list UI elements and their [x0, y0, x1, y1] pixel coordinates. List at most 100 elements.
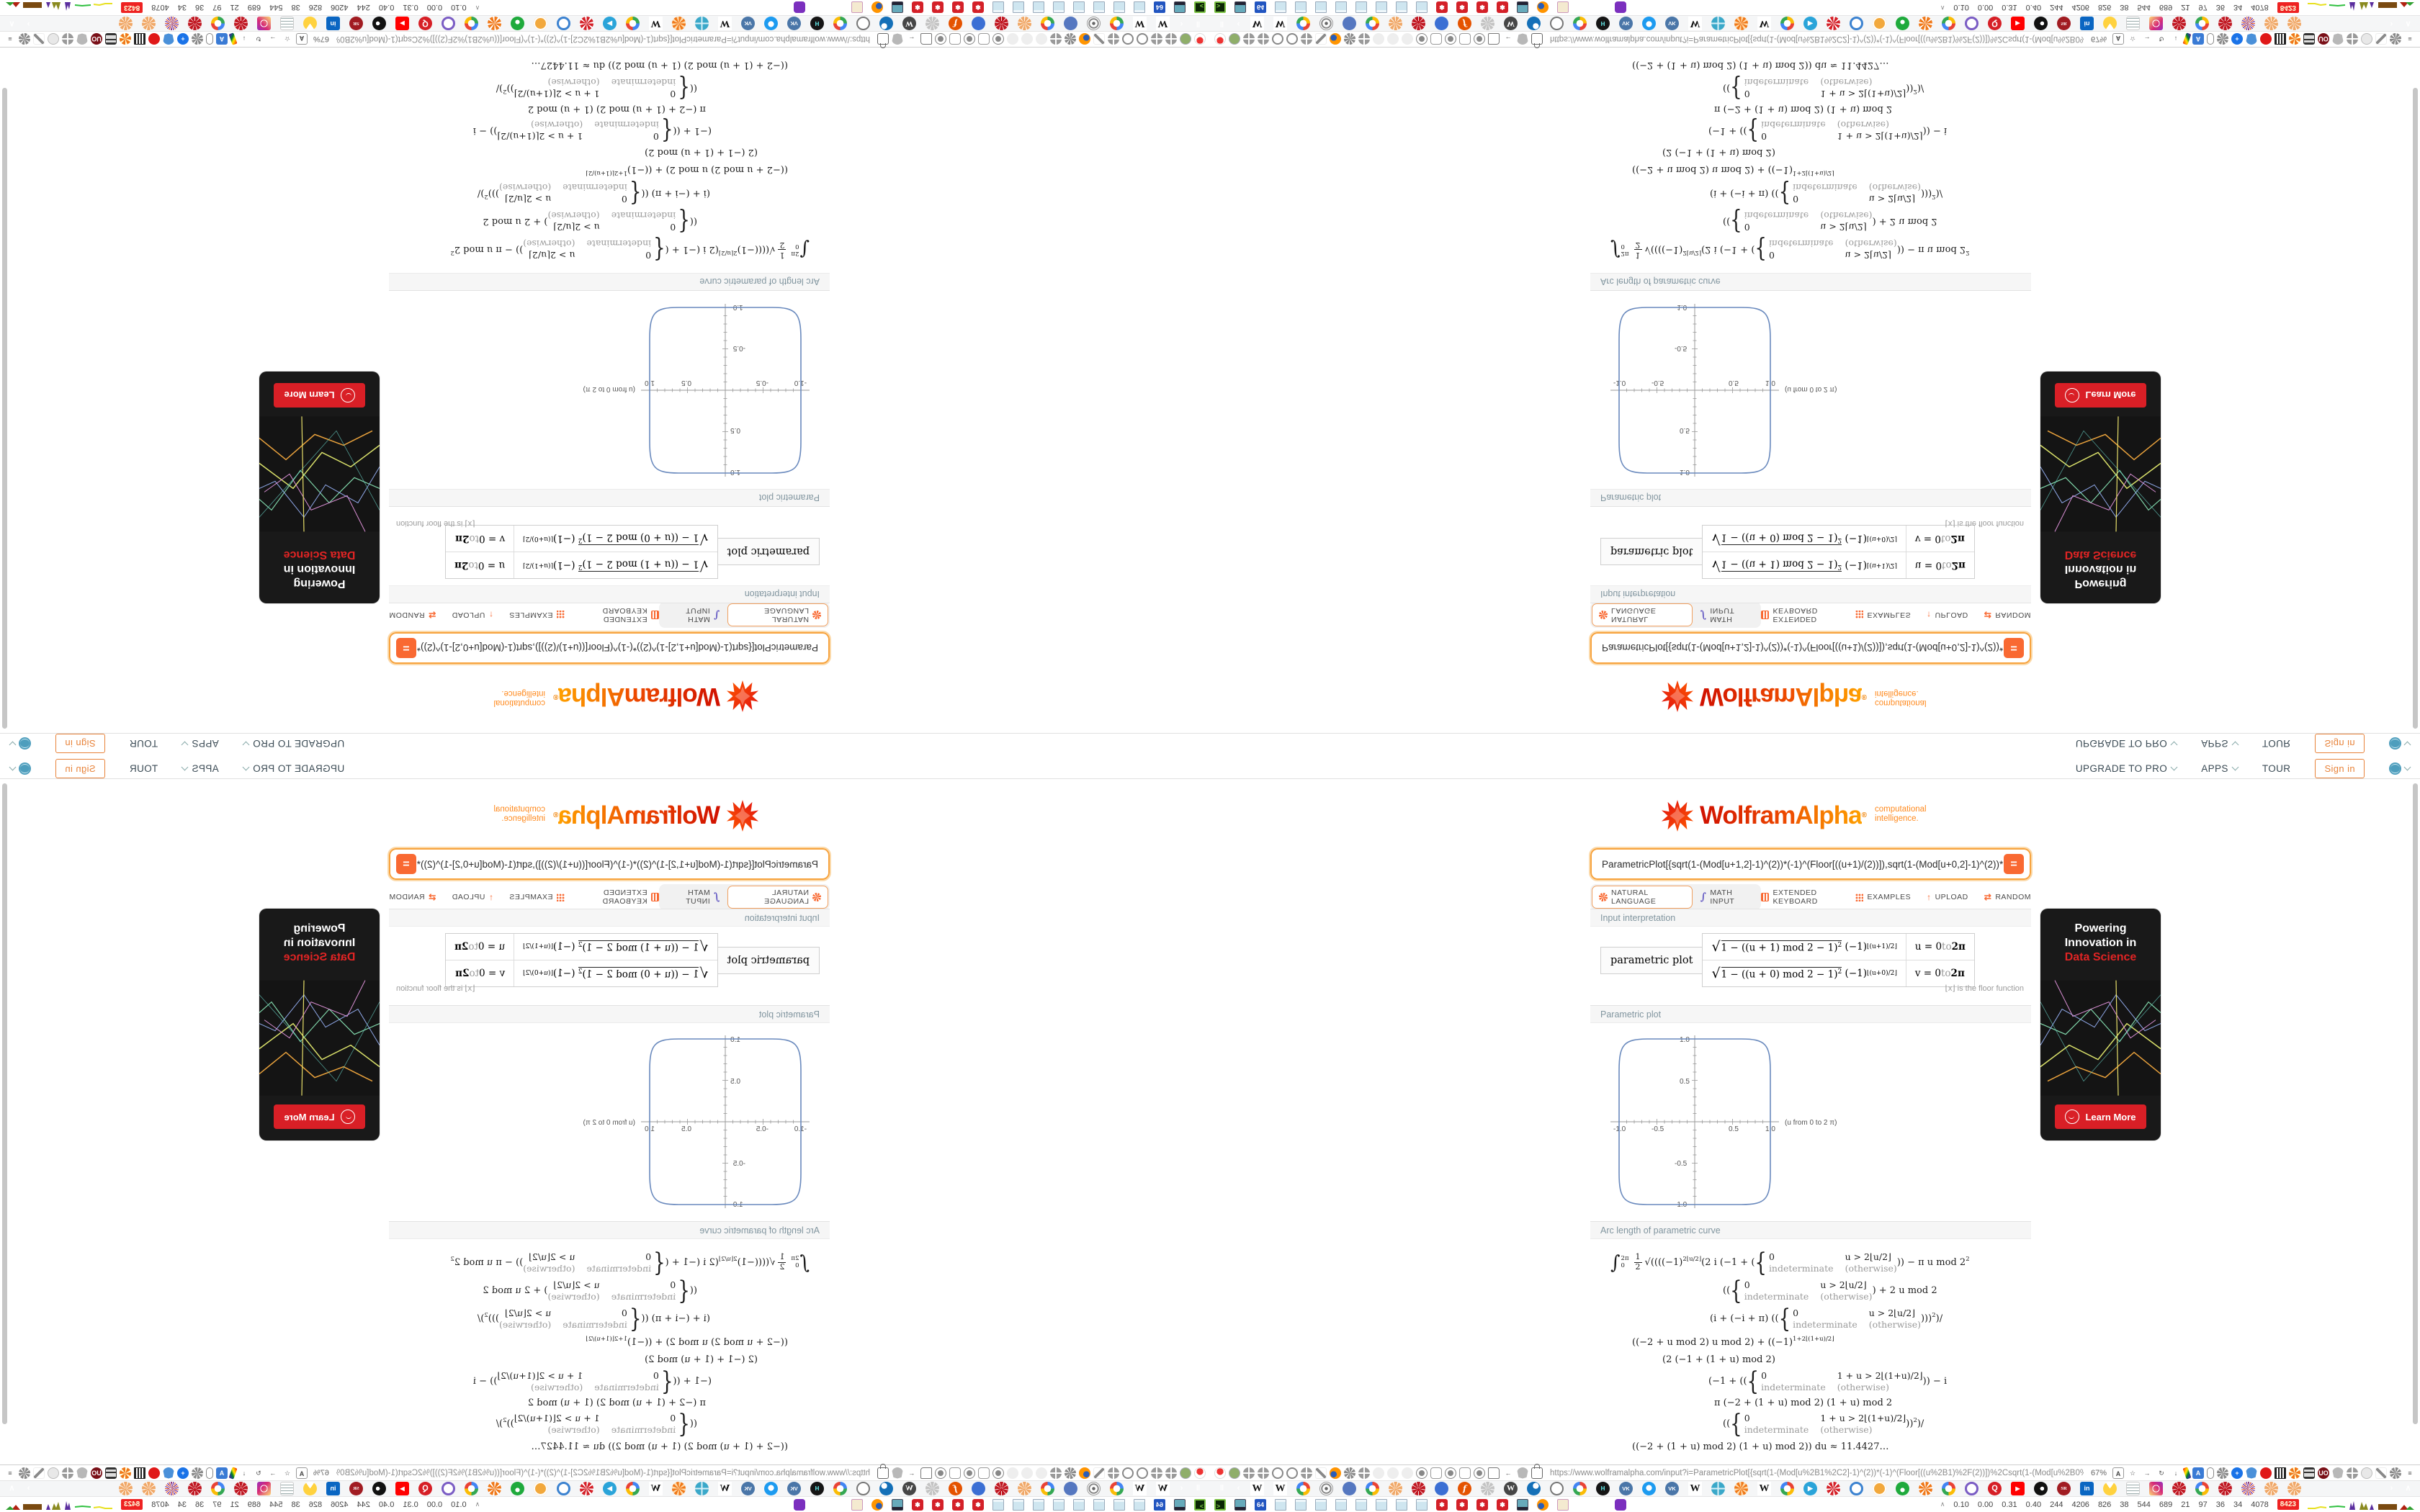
burst-icon[interactable] [2241, 1482, 2255, 1495]
linkedin-icon[interactable]: in [2080, 17, 2094, 30]
owl-icon[interactable] [794, 1, 805, 14]
greenc-icon[interactable] [511, 17, 524, 30]
shieldb-icon[interactable] [2246, 1467, 2257, 1479]
redm-icon[interactable] [1412, 1482, 1425, 1495]
purplering-icon[interactable] [442, 1482, 455, 1495]
tab-scroll-right[interactable]: › ∧ [3, 1482, 37, 1495]
random-button[interactable]: ⇄ RANDOM [1984, 610, 2031, 620]
vk-icon[interactable]: VK [1665, 1482, 1679, 1495]
hexb-icon[interactable]: H [810, 1482, 824, 1495]
scroll-icon[interactable] [1557, 1498, 1569, 1511]
note-icon[interactable] [1376, 1, 1387, 14]
redgear-icon[interactable]: ✽ [1476, 1, 1488, 14]
g-icon[interactable] [1110, 1482, 1124, 1495]
chevR-icon[interactable]: › [27, 19, 30, 28]
redgear-icon[interactable]: ✽ [912, 1498, 923, 1511]
tour-link[interactable]: TOUR [2262, 739, 2291, 750]
note-icon[interactable] [1315, 1498, 1327, 1511]
menu-icon[interactable]: ≡ [2408, 35, 2412, 43]
gearb-icon[interactable] [1064, 1482, 1077, 1495]
random-button[interactable]: ⇄ RANDOM [1984, 892, 2031, 902]
redm-icon[interactable] [188, 17, 202, 30]
pride-icon[interactable] [228, 32, 238, 46]
fdot-icon[interactable] [1373, 33, 1384, 45]
radon-icon[interactable] [1474, 1467, 1485, 1479]
target-icon[interactable] [1087, 1482, 1101, 1495]
redgear-icon[interactable]: ✽ [1476, 1498, 1488, 1511]
tab-scroll-left[interactable]: ‖ ‹ [1213, 1482, 1247, 1495]
pride-icon[interactable] [2182, 1466, 2192, 1480]
star-icon[interactable]: ☆ [2129, 35, 2136, 43]
pillw-icon[interactable] [206, 33, 213, 45]
ogear-icon[interactable] [488, 1482, 501, 1495]
list-icon[interactable] [2126, 17, 2140, 30]
learn-more-button[interactable]: Learn More [2055, 1104, 2146, 1129]
shieldg-icon[interactable] [1517, 1467, 1528, 1479]
orangem-icon[interactable] [1018, 17, 1031, 30]
redgear2-icon[interactable] [1827, 17, 1840, 30]
compute-button[interactable]: = [396, 854, 416, 874]
note-icon[interactable] [1416, 1498, 1428, 1511]
dl-icon[interactable]: ↓ [2174, 35, 2178, 43]
w-icon[interactable]: W [1133, 1482, 1147, 1495]
dl-icon[interactable]: ↓ [2174, 1469, 2178, 1477]
note-icon[interactable] [1355, 1498, 1367, 1511]
natural-language-tab[interactable]: NATURAL LANGUAGE [727, 886, 828, 909]
redgear-icon[interactable]: ✽ [1497, 1, 1508, 14]
upload-button[interactable]: ↑ UPLOAD [1927, 610, 1968, 620]
people-icon[interactable] [972, 17, 985, 30]
gearg-icon[interactable] [2217, 33, 2228, 45]
redm-icon[interactable] [995, 1482, 1008, 1495]
apps-link[interactable]: APPS [2201, 763, 2239, 774]
thumb-icon[interactable] [2361, 1467, 2372, 1479]
scroll-icon[interactable] [1557, 1, 1569, 14]
upload-button[interactable]: ↑ UPLOAD [452, 610, 493, 620]
fdot-icon[interactable] [1021, 33, 1033, 45]
tab-scroll-right[interactable]: › ∧ [3, 17, 37, 30]
extended-keyboard-button[interactable]: EXTENDED KEYBOARD [581, 888, 660, 906]
ogear-icon[interactable] [488, 17, 501, 30]
monitor2-icon[interactable] [892, 1498, 903, 1511]
menu-icon[interactable]: ≡ [8, 1469, 12, 1477]
shieldb-icon[interactable] [163, 1467, 174, 1479]
sign-in-button[interactable]: Sign in [55, 734, 105, 754]
termg-icon[interactable]: >_ [1194, 1, 1206, 14]
g-icon[interactable] [626, 17, 640, 30]
trash-icon[interactable] [134, 1467, 145, 1479]
globeg-icon[interactable] [1358, 33, 1370, 45]
tab-scroll-left[interactable]: ‖ ‹ [1173, 17, 1207, 30]
globeg-icon[interactable] [62, 1467, 73, 1479]
fdot-icon[interactable] [1402, 1467, 1413, 1479]
list-icon[interactable] [280, 1482, 294, 1495]
termg-icon[interactable]: >_ [1214, 1, 1226, 14]
note-icon[interactable] [1134, 1498, 1145, 1511]
orangem-icon[interactable] [142, 1482, 156, 1495]
insta-icon[interactable] [2149, 1482, 2163, 1495]
g-icon[interactable] [211, 1482, 225, 1495]
random-button[interactable]: ⇄ RANDOM [389, 610, 436, 620]
redm-icon[interactable] [2172, 17, 2186, 30]
redgear2-icon[interactable] [1827, 1482, 1840, 1495]
redgear-icon[interactable]: ✽ [1456, 1498, 1468, 1511]
g-icon[interactable] [1296, 17, 1310, 30]
math-input-tab[interactable]: ∫ MATH INPUT [1694, 604, 1760, 626]
scroll-icon[interactable] [851, 1, 863, 14]
pride-icon[interactable] [2182, 32, 2192, 46]
wp-icon[interactable]: W [902, 1482, 916, 1495]
g-icon[interactable] [1942, 1482, 1955, 1495]
orangem-icon[interactable] [2264, 17, 2278, 30]
globeg-icon[interactable] [1243, 1467, 1255, 1479]
redgear-icon[interactable]: ✽ [1456, 1, 1468, 14]
owl-icon[interactable] [1615, 1498, 1626, 1511]
globeo-icon[interactable] [120, 33, 131, 45]
chat-icon[interactable] [1642, 1482, 1656, 1495]
radoff-icon[interactable] [978, 33, 990, 45]
menu-icon[interactable]: ≡ [8, 35, 12, 43]
radoff-icon[interactable] [978, 1467, 990, 1479]
blackc-icon[interactable] [2034, 1482, 2048, 1495]
w-icon[interactable]: W [1273, 1482, 1287, 1495]
gaugeg-icon[interactable] [1137, 33, 1148, 45]
linkedin-icon[interactable]: in [326, 17, 340, 30]
globeg-icon[interactable] [1165, 33, 1177, 45]
pause-icon[interactable]: ‖ [1219, 1484, 1224, 1493]
